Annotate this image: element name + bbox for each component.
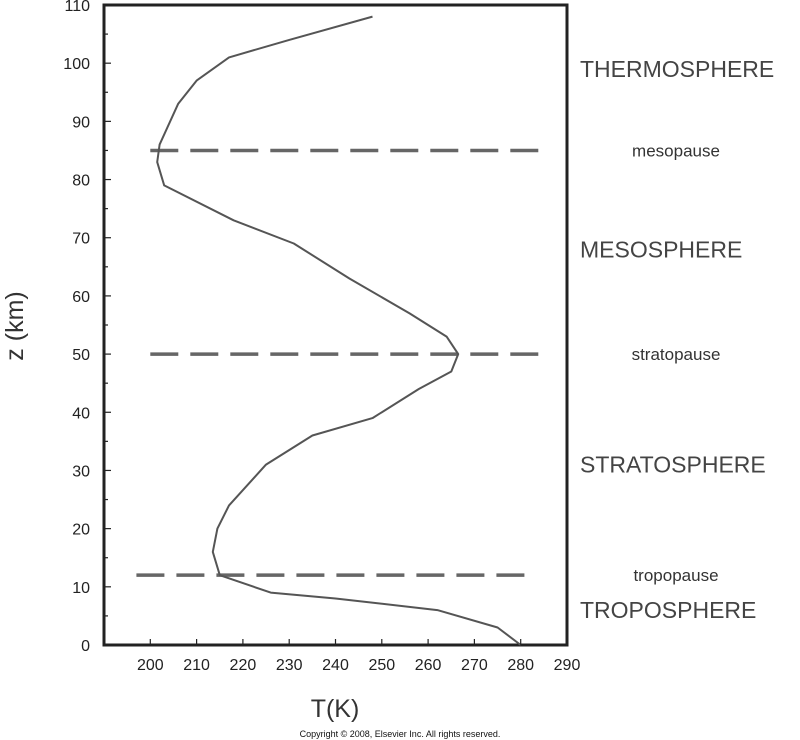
layer-label-thermosphere: THERMOSPHERE	[580, 56, 774, 82]
y-ticks-group: 0 10 20 30 40 50 60 70 80 90 100 110	[63, 0, 111, 655]
y-tick-label: 10	[72, 580, 90, 597]
copyright-notice: Copyright © 2008, Elsevier Inc. All righ…	[300, 729, 501, 739]
x-axis-title: T(K)	[311, 695, 360, 723]
y-tick-label: 70	[72, 231, 90, 248]
y-tick-label: 60	[72, 289, 90, 306]
x-tick-label: 270	[461, 657, 488, 674]
x-tick-label: 290	[554, 657, 581, 674]
x-tick-label: 210	[183, 657, 210, 674]
annotation-labels-group: TROPOSPHERE STRATOSPHERE MESOSPHERE THERMOS…	[580, 56, 774, 623]
x-tick-label: 280	[507, 657, 534, 674]
y-tick-label: 40	[72, 405, 90, 422]
y-tick-label: 100	[63, 56, 90, 73]
pause-label-mesopause: mesopause	[632, 141, 720, 160]
y-tick-label: 90	[72, 114, 90, 131]
pause-label-stratopause: stratopause	[632, 345, 721, 364]
y-tick-label: 0	[81, 638, 90, 655]
x-tick-label: 200	[137, 657, 164, 674]
x-ticks-group: 200 210 220 230 240 250 260 270 280 290	[137, 639, 580, 674]
y-tick-label: 30	[72, 463, 90, 480]
plot-frame-group	[102, 3, 569, 647]
y-tick-label: 50	[72, 347, 90, 364]
layer-label-troposphere: TROPOSPHERE	[580, 597, 756, 623]
y-tick-label: 80	[72, 173, 90, 190]
x-tick-label: 240	[322, 657, 349, 674]
y-axis-title: z (km)	[1, 291, 29, 360]
y-tick-label: 110	[64, 0, 90, 15]
temperature-profile-line	[156, 15, 522, 646]
plot-frame	[102, 3, 569, 647]
x-tick-label: 260	[415, 657, 442, 674]
y-tick-label: 20	[72, 522, 90, 539]
reference-lines-group	[136, 148, 544, 577]
curve-group	[156, 15, 522, 646]
pause-label-tropopause: tropopause	[633, 566, 718, 585]
x-tick-label: 250	[368, 657, 395, 674]
layer-label-stratosphere: STRATOSPHERE	[580, 452, 766, 478]
x-tick-label: 220	[230, 657, 257, 674]
layer-label-mesosphere: MESOSPHERE	[580, 236, 742, 262]
x-tick-label: 230	[276, 657, 303, 674]
